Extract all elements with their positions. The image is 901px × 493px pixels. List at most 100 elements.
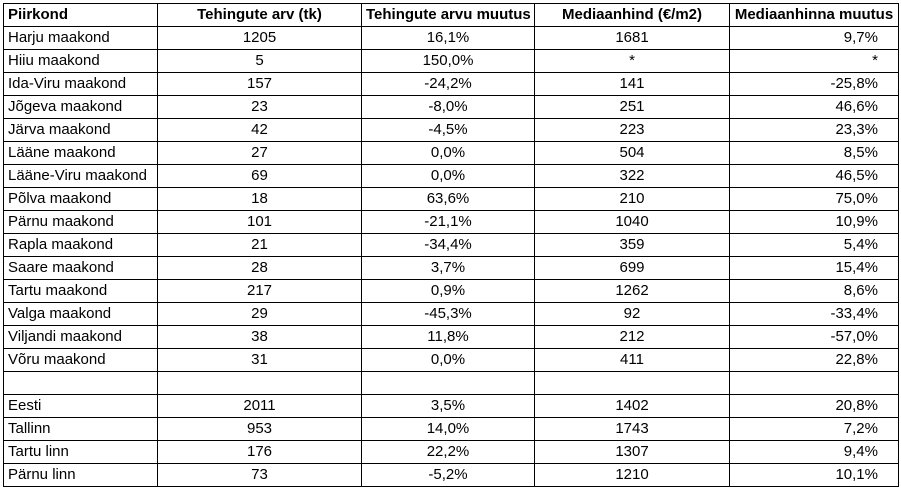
transactions-cell: 38: [157, 325, 362, 349]
transactions-cell: 21: [157, 233, 362, 257]
transactions-change-cell: 3,5%: [361, 394, 535, 418]
transactions-cell: 29: [157, 302, 362, 326]
region-cell: Harju maakond: [3, 26, 158, 50]
table-header: Piirkond Tehingute arv (tk) Tehingute ar…: [3, 3, 899, 27]
transactions-change-cell: -21,1%: [361, 210, 535, 234]
table-row: Eesti 2011 3,5% 1402 20,8%: [3, 394, 899, 418]
transactions-cell: 5: [157, 49, 362, 73]
region-cell: Pärnu maakond: [3, 210, 158, 234]
table-row: Harju maakond 1205 16,1% 1681 9,7%: [3, 26, 899, 50]
median-price-cell: [534, 371, 730, 395]
data-table: Piirkond Tehingute arv (tk) Tehingute ar…: [3, 3, 899, 487]
median-price-cell: 1681: [534, 26, 730, 50]
median-price-change-cell: 9,4%: [729, 440, 899, 464]
transactions-change-cell: -34,4%: [361, 233, 535, 257]
median-price-change-cell: 10,1%: [729, 463, 899, 487]
region-cell: Ida-Viru maakond: [3, 72, 158, 96]
region-cell: Hiiu maakond: [3, 49, 158, 73]
median-price-cell: 251: [534, 95, 730, 119]
median-price-change-cell: 23,3%: [729, 118, 899, 142]
median-price-cell: *: [534, 49, 730, 73]
table-row: Võru maakond 31 0,0% 411 22,8%: [3, 348, 899, 372]
median-price-change-cell: 46,6%: [729, 95, 899, 119]
transactions-change-cell: 16,1%: [361, 26, 535, 50]
transactions-change-cell: -24,2%: [361, 72, 535, 96]
median-price-cell: 1307: [534, 440, 730, 464]
transactions-change-cell: -5,2%: [361, 463, 535, 487]
table-row: Hiiu maakond 5 150,0% * *: [3, 49, 899, 73]
transactions-change-cell: -4,5%: [361, 118, 535, 142]
median-price-cell: 212: [534, 325, 730, 349]
table-row: Pärnu maakond 101 -21,1% 1040 10,9%: [3, 210, 899, 234]
transactions-change-cell: 0,9%: [361, 279, 535, 303]
transactions-cell: 101: [157, 210, 362, 234]
header-transactions: Tehingute arv (tk): [157, 3, 362, 27]
transactions-cell: 27: [157, 141, 362, 165]
median-price-cell: 1040: [534, 210, 730, 234]
table-row: Põlva maakond 18 63,6% 210 75,0%: [3, 187, 899, 211]
median-price-cell: 322: [534, 164, 730, 188]
median-price-cell: 223: [534, 118, 730, 142]
table-row: Tartu maakond 217 0,9% 1262 8,6%: [3, 279, 899, 303]
transactions-cell: [157, 371, 362, 395]
region-cell: Tallinn: [3, 417, 158, 441]
table-row: Tallinn 953 14,0% 1743 7,2%: [3, 417, 899, 441]
transactions-change-cell: 0,0%: [361, 164, 535, 188]
median-price-cell: 1743: [534, 417, 730, 441]
region-cell: Põlva maakond: [3, 187, 158, 211]
region-cell: [3, 371, 158, 395]
region-cell: Tartu linn: [3, 440, 158, 464]
region-cell: Saare maakond: [3, 256, 158, 280]
transactions-cell: 2011: [157, 394, 362, 418]
header-median-price-change: Mediaanhinna muutus: [729, 3, 899, 27]
transactions-cell: 1205: [157, 26, 362, 50]
median-price-change-cell: 20,8%: [729, 394, 899, 418]
transactions-cell: 42: [157, 118, 362, 142]
transactions-change-cell: 3,7%: [361, 256, 535, 280]
transactions-cell: 217: [157, 279, 362, 303]
transactions-cell: 157: [157, 72, 362, 96]
table-row: Jõgeva maakond 23 -8,0% 251 46,6%: [3, 95, 899, 119]
median-price-change-cell: -57,0%: [729, 325, 899, 349]
header-region: Piirkond: [3, 3, 158, 27]
region-cell: Valga maakond: [3, 302, 158, 326]
transactions-cell: 73: [157, 463, 362, 487]
median-price-change-cell: 15,4%: [729, 256, 899, 280]
median-price-cell: 1402: [534, 394, 730, 418]
transactions-change-cell: 0,0%: [361, 141, 535, 165]
table-body: Harju maakond 1205 16,1% 1681 9,7% Hiiu maako…: [3, 26, 899, 487]
transactions-cell: 28: [157, 256, 362, 280]
median-price-cell: 504: [534, 141, 730, 165]
median-price-change-cell: 46,5%: [729, 164, 899, 188]
region-cell: Tartu maakond: [3, 279, 158, 303]
header-row: Piirkond Tehingute arv (tk) Tehingute ar…: [3, 3, 899, 27]
median-price-cell: 1262: [534, 279, 730, 303]
transactions-cell: 23: [157, 95, 362, 119]
transactions-cell: 69: [157, 164, 362, 188]
transactions-change-cell: 14,0%: [361, 417, 535, 441]
median-price-change-cell: 9,7%: [729, 26, 899, 50]
transactions-change-cell: 22,2%: [361, 440, 535, 464]
median-price-change-cell: 5,4%: [729, 233, 899, 257]
transactions-change-cell: [361, 371, 535, 395]
table-row: Saare maakond 28 3,7% 699 15,4%: [3, 256, 899, 280]
table-row: Lääne maakond 27 0,0% 504 8,5%: [3, 141, 899, 165]
median-price-cell: 210: [534, 187, 730, 211]
table-row: Järva maakond 42 -4,5% 223 23,3%: [3, 118, 899, 142]
median-price-change-cell: 8,6%: [729, 279, 899, 303]
transactions-change-cell: -8,0%: [361, 95, 535, 119]
median-price-change-cell: -25,8%: [729, 72, 899, 96]
table-row: Rapla maakond 21 -34,4% 359 5,4%: [3, 233, 899, 257]
table-row: Lääne-Viru maakond 69 0,0% 322 46,5%: [3, 164, 899, 188]
table-row: Ida-Viru maakond 157 -24,2% 141 -25,8%: [3, 72, 899, 96]
median-price-cell: 359: [534, 233, 730, 257]
region-cell: Lääne-Viru maakond: [3, 164, 158, 188]
table-row: Tartu linn 176 22,2% 1307 9,4%: [3, 440, 899, 464]
region-cell: Jõgeva maakond: [3, 95, 158, 119]
transactions-cell: 18: [157, 187, 362, 211]
region-cell: Lääne maakond: [3, 141, 158, 165]
median-price-change-cell: 75,0%: [729, 187, 899, 211]
median-price-change-cell: [729, 371, 899, 395]
median-price-change-cell: 10,9%: [729, 210, 899, 234]
transactions-cell: 176: [157, 440, 362, 464]
